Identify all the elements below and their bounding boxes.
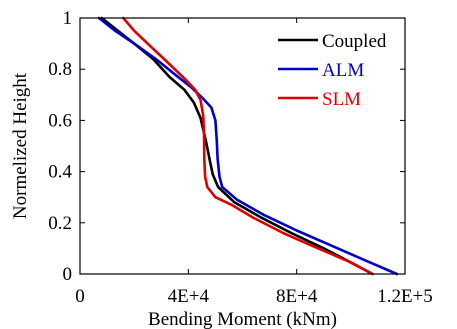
legend-label-slm: SLM	[322, 89, 361, 110]
y-tick-label: 0.4	[48, 162, 72, 183]
plot-frame	[79, 17, 406, 275]
axes: 0 4E+4 8E+4 1.2E+5 0 0.2 0.4 0.6 0.8 1 Bending Mom…	[10, 8, 433, 329]
legend-label-alm: ALM	[322, 60, 364, 81]
x-tick-label: 0	[75, 286, 85, 307]
y-tick-label: 0	[63, 264, 73, 285]
legend-label-coupled: Coupled	[322, 31, 387, 52]
y-tick-label: 0.6	[48, 110, 72, 131]
x-tick-label: 8E+4	[276, 286, 318, 307]
plot-area	[97, 16, 399, 276]
x-tick-label: 4E+4	[168, 286, 210, 307]
x-tick-label: 1.2E+5	[377, 286, 433, 307]
series-line-alm	[97, 16, 399, 276]
y-tick-label: 0.8	[48, 59, 72, 80]
y-tick-label: 0.2	[48, 213, 72, 234]
series-line-slm	[122, 16, 374, 276]
legend: Coupled ALM SLM	[278, 31, 387, 110]
series-line-coupled	[100, 16, 374, 276]
y-axis-label: Normelized Height	[10, 72, 31, 219]
x-axis-label: Bending Moment (kNm)	[148, 309, 337, 329]
y-tick-label: 1	[63, 8, 73, 29]
